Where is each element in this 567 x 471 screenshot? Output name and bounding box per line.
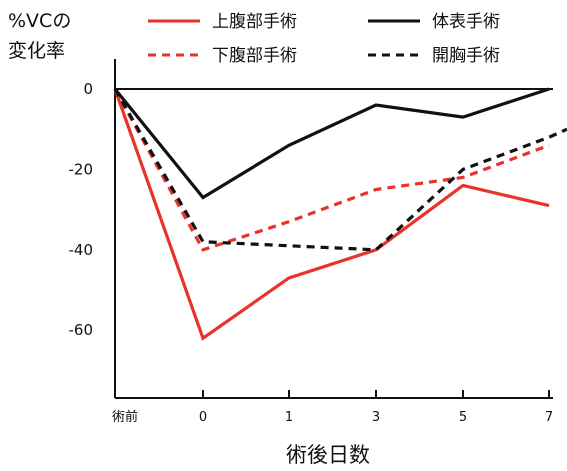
series-lines (113, 87, 567, 341)
x-tick-label: 5 (459, 410, 467, 425)
axes (114, 59, 553, 399)
legend-label-upper-abdominal: 上腹部手術 (212, 12, 297, 32)
x-tick-label: 7 (545, 410, 553, 425)
y-tick-label: -20 (69, 160, 94, 178)
series-line-3 (113, 88, 567, 252)
legend-label-lower-abdominal: 下腹部手術 (212, 46, 297, 66)
y-tick-label: -40 (69, 241, 94, 259)
y-tick-label: 0 (83, 80, 93, 98)
x-tick-label: 0 (199, 410, 207, 425)
x-tick-label: 1 (285, 410, 293, 425)
legend-item-superficial: 体表手術 (368, 12, 500, 32)
x-tick-label: 術前 (112, 409, 138, 425)
series-line-1 (113, 88, 550, 252)
series-line-2 (113, 87, 550, 200)
y-axis-label-line-1: %VCの (8, 10, 71, 32)
legend-item-lower-abdominal: 下腹部手術 (148, 46, 297, 66)
x-axis-title: 術後日数 (286, 443, 370, 467)
y-tick-labels: 0 -20 -40 -60 (69, 80, 94, 339)
legend-item-thoracic: 開胸手術 (368, 46, 500, 66)
series-line-0 (113, 88, 550, 341)
x-tick-labels: 術前 0 1 3 5 7 (112, 390, 553, 425)
x-tick-label: 3 (372, 410, 380, 425)
legend: 上腹部手術 下腹部手術 体表手術 開胸手術 (148, 12, 500, 66)
y-tick-label: -60 (69, 321, 94, 339)
legend-label-superficial: 体表手術 (432, 12, 500, 32)
legend-label-thoracic: 開胸手術 (432, 46, 500, 66)
legend-item-upper-abdominal: 上腹部手術 (148, 12, 297, 32)
y-axis-label-line-2: 変化率 (8, 40, 65, 62)
